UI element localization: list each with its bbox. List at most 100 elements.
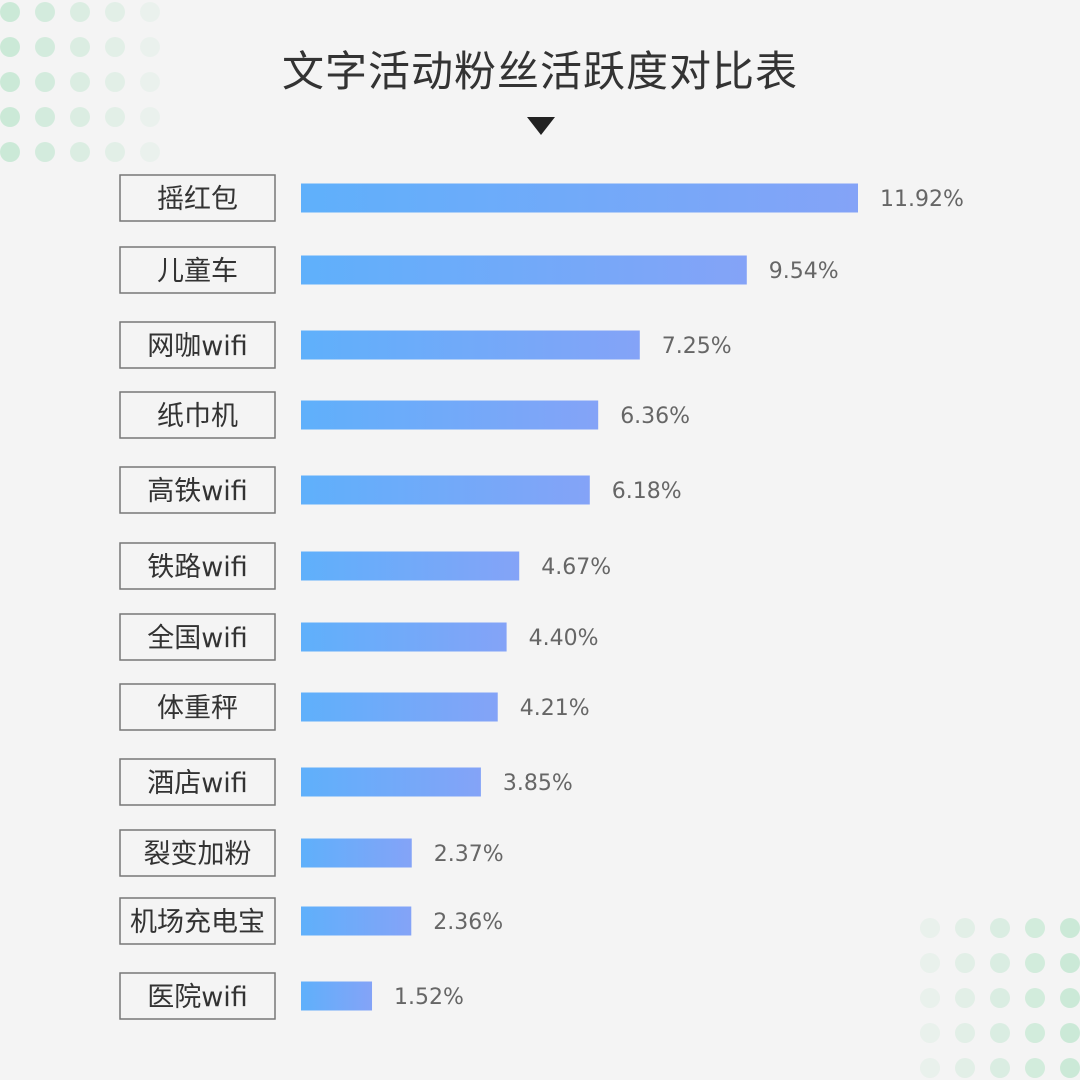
decor-dot (1025, 953, 1045, 973)
bar (301, 981, 373, 1011)
category-label: 全国wifi (147, 623, 248, 654)
value-label: 11.92% (880, 187, 964, 212)
decor-dot (35, 2, 55, 22)
decor-dot (140, 107, 160, 127)
value-label: 9.54% (769, 259, 839, 284)
bar (301, 255, 747, 285)
decor-dot (70, 107, 90, 127)
bar (301, 692, 498, 722)
decor-dot (990, 1058, 1010, 1078)
category-box (119, 613, 276, 661)
category-box (119, 391, 276, 439)
decor-dot (1060, 1058, 1080, 1078)
decor-dot (140, 2, 160, 22)
decor-dot (0, 107, 20, 127)
decor-dot (955, 988, 975, 1008)
category-label: 酒店wifi (147, 768, 248, 799)
decor-dot (990, 953, 1010, 973)
decor-dot (955, 953, 975, 973)
decor-dot (0, 142, 20, 162)
decor-dot (1025, 1023, 1045, 1043)
decor-dot (105, 37, 125, 57)
category-label: 裂变加粉 (144, 839, 252, 870)
category-box (119, 466, 276, 514)
category-box (119, 246, 276, 294)
category-box (119, 683, 276, 731)
category-box (119, 897, 276, 945)
decor-dot (105, 2, 125, 22)
decor-dot (920, 918, 940, 938)
decor-dot (990, 988, 1010, 1008)
chart-title: 文字活动粉丝活跃度对比表 (281, 47, 798, 96)
decor-dot (105, 72, 125, 92)
category-label: 网咖wifi (147, 331, 248, 362)
decor-dot (105, 107, 125, 127)
category-box (119, 758, 276, 806)
value-label: 4.67% (541, 555, 611, 580)
category-box (119, 829, 276, 877)
decor-dot (35, 37, 55, 57)
decor-dot (1060, 1023, 1080, 1043)
value-label: 2.36% (433, 910, 503, 935)
decor-dot (920, 1023, 940, 1043)
decor-dot (1025, 1058, 1045, 1078)
decor-dot (0, 72, 20, 92)
decor-dot (955, 1023, 975, 1043)
decor-dot (920, 1058, 940, 1078)
decor-dot (0, 37, 20, 57)
value-label: 6.36% (620, 404, 690, 429)
category-label: 纸巾机 (157, 401, 238, 432)
category-box (119, 542, 276, 590)
value-label: 2.37% (434, 842, 504, 867)
category-label: 铁路wifi (147, 552, 248, 583)
category-label: 高铁wifi (147, 476, 248, 507)
category-label: 医院wifi (147, 982, 248, 1013)
bar (301, 767, 481, 797)
decor-dot (955, 1058, 975, 1078)
value-label: 4.40% (529, 626, 599, 651)
decor-dot (140, 37, 160, 57)
bar (301, 906, 412, 936)
decor-dot (990, 918, 1010, 938)
bar (301, 400, 599, 430)
category-label: 摇红包 (157, 184, 238, 215)
value-label: 3.85% (503, 771, 573, 796)
category-box (119, 321, 276, 369)
decor-dot (920, 988, 940, 1008)
decor-dot (70, 2, 90, 22)
decor-dot (990, 1023, 1010, 1043)
decor-dot (955, 918, 975, 938)
decor-dot (35, 107, 55, 127)
category-box (119, 972, 276, 1020)
value-label: 7.25% (662, 334, 732, 359)
decor-dot (35, 72, 55, 92)
decor-dot (140, 142, 160, 162)
category-label: 儿童车 (157, 256, 238, 287)
category-label: 体重秤 (157, 693, 238, 724)
decor-dot (140, 72, 160, 92)
bar (301, 838, 412, 868)
decor-dot (1025, 988, 1045, 1008)
decor-dot (920, 953, 940, 973)
decor-dot (105, 142, 125, 162)
value-label: 1.52% (394, 985, 464, 1010)
decor-dot (1060, 918, 1080, 938)
bar (301, 551, 520, 581)
decor-dot (1060, 953, 1080, 973)
decor-dot (70, 72, 90, 92)
decor-dot (70, 37, 90, 57)
bar (301, 330, 640, 360)
value-label: 6.18% (612, 479, 682, 504)
down-triangle-icon (527, 117, 555, 135)
bar (301, 475, 590, 505)
bar (301, 183, 858, 213)
bar (301, 622, 507, 652)
decor-dot (0, 2, 20, 22)
decor-dot (70, 142, 90, 162)
decor-dot (1025, 918, 1045, 938)
category-label: 机场充电宝 (130, 907, 265, 938)
decor-dot (35, 142, 55, 162)
value-label: 4.21% (520, 696, 590, 721)
